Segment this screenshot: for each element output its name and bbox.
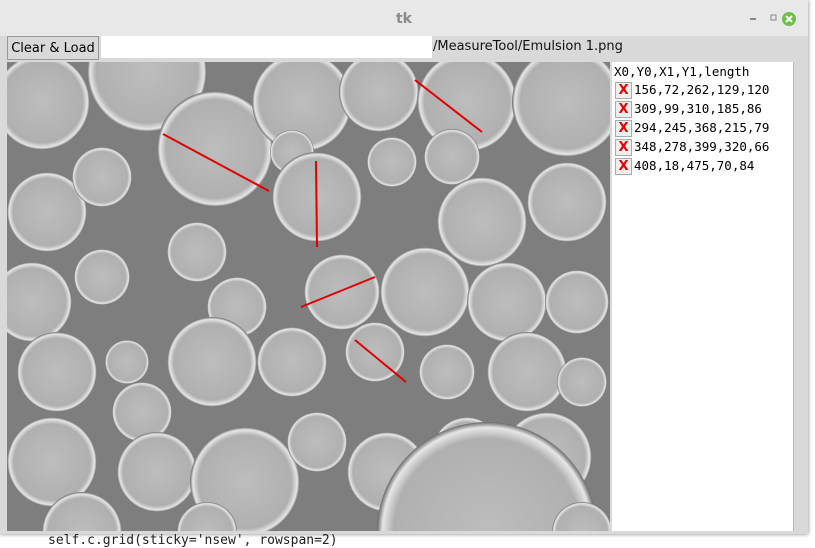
droplet bbox=[7, 262, 72, 342]
droplet bbox=[7, 172, 87, 252]
droplet bbox=[339, 62, 419, 132]
scrollbar[interactable] bbox=[793, 62, 806, 531]
droplet bbox=[437, 177, 527, 267]
measure-line bbox=[414, 79, 483, 133]
droplet bbox=[257, 327, 327, 397]
droplet bbox=[252, 62, 352, 152]
droplet bbox=[304, 254, 380, 330]
measure-row: X 408,18,475,70,84 bbox=[614, 157, 754, 175]
measure-line bbox=[354, 339, 407, 383]
list-header: X0,Y0,X1,Y1,length bbox=[614, 64, 750, 79]
droplet bbox=[177, 502, 237, 531]
droplet bbox=[105, 340, 149, 384]
terminal-text: self.c.grid(sticky='nsew', rowspan=2) bbox=[48, 533, 338, 548]
droplet bbox=[512, 62, 610, 157]
measure-row: X 348,278,399,320,66 bbox=[614, 138, 769, 156]
droplet bbox=[7, 62, 90, 150]
row-text: 294,245,368,215,79 bbox=[634, 120, 770, 135]
droplet bbox=[419, 344, 475, 400]
maximize[interactable] bbox=[770, 14, 777, 21]
window-title: tk bbox=[395, 11, 412, 27]
path-entry[interactable] bbox=[101, 36, 432, 58]
measure-row: X 156,72,262,129,120 bbox=[614, 81, 769, 99]
path-label: /MeasureTool/Emulsion 1.png bbox=[433, 39, 623, 54]
droplet bbox=[74, 249, 130, 305]
droplet bbox=[367, 137, 417, 187]
droplet bbox=[72, 147, 132, 207]
measure-row: X 294,245,368,215,79 bbox=[614, 119, 769, 137]
droplet bbox=[467, 262, 547, 342]
row-text: 348,278,399,320,66 bbox=[634, 139, 770, 154]
droplet bbox=[424, 129, 480, 185]
delete-button[interactable]: X bbox=[615, 82, 632, 99]
droplet bbox=[545, 270, 609, 334]
droplet bbox=[17, 332, 97, 412]
row-text: 309,99,310,185,86 bbox=[634, 101, 762, 116]
droplet bbox=[487, 332, 567, 412]
droplet bbox=[167, 222, 227, 282]
droplet bbox=[345, 322, 405, 382]
delete-button[interactable]: X bbox=[615, 101, 632, 118]
measure-line bbox=[162, 133, 270, 192]
droplet bbox=[167, 317, 257, 407]
window-controls bbox=[750, 12, 796, 26]
droplet bbox=[552, 502, 610, 531]
droplet bbox=[117, 432, 197, 512]
row-text: 156,72,262,129,120 bbox=[634, 82, 770, 97]
droplet bbox=[527, 162, 607, 242]
droplet bbox=[42, 492, 122, 531]
delete-button[interactable]: X bbox=[615, 139, 632, 156]
measure-row: X 309,99,310,185,86 bbox=[614, 100, 762, 118]
droplet bbox=[7, 417, 97, 507]
droplet bbox=[380, 247, 470, 337]
measure-line bbox=[315, 160, 318, 248]
droplet bbox=[377, 422, 597, 531]
delete-button[interactable]: X bbox=[615, 158, 632, 175]
clear-load-button[interactable]: Clear & Load bbox=[7, 36, 99, 60]
measure-line bbox=[300, 276, 376, 308]
droplet bbox=[417, 62, 517, 152]
delete-button[interactable]: X bbox=[615, 120, 632, 137]
image-canvas[interactable] bbox=[7, 62, 610, 531]
measure-list: X0,Y0,X1,Y1,length X 156,72,262,129,120 X 3… bbox=[612, 62, 793, 531]
droplet bbox=[112, 382, 172, 442]
droplet bbox=[557, 357, 607, 407]
row-text: 408,18,475,70,84 bbox=[634, 158, 755, 173]
droplet bbox=[287, 412, 347, 472]
title-bar: tk bbox=[0, 0, 808, 36]
window: tk Clear & Load /MeasureTool/Emulsion 1.… bbox=[0, 0, 808, 534]
